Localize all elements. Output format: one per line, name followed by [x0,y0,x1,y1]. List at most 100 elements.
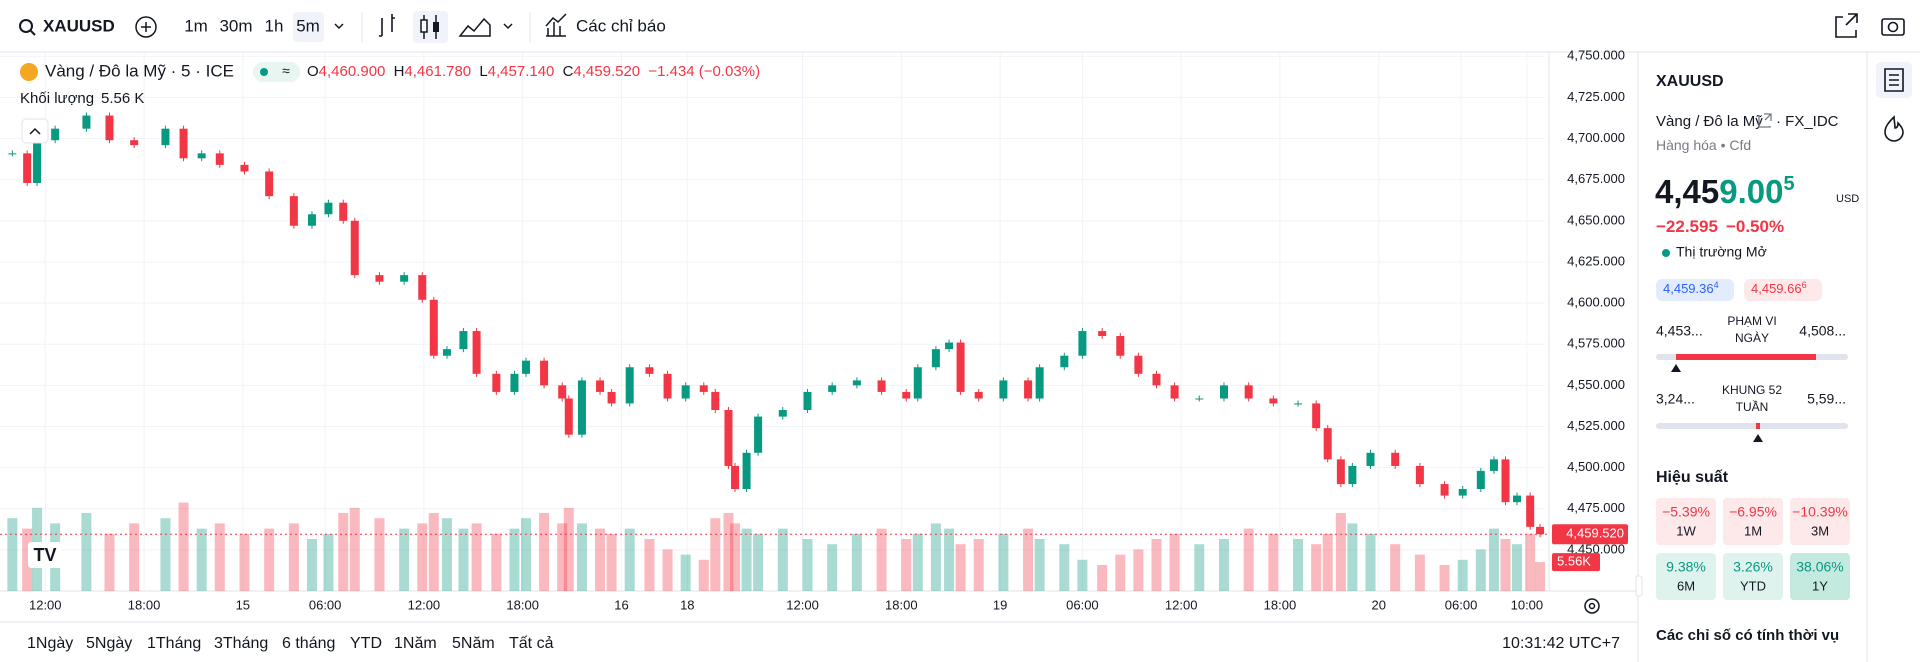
candle-body [1035,367,1044,399]
search[interactable]: XAUUSD [19,16,115,36]
volume-bar [1077,559,1088,591]
range-button[interactable]: YTD [350,635,382,652]
performance-cell[interactable] [1656,553,1716,600]
candle-body [265,171,274,197]
kind: Cfd [1729,137,1751,153]
volume-bar [349,507,360,591]
chart-type-active [413,11,448,43]
volume-bar [196,528,207,591]
volume-bar [338,513,349,591]
candle-body [1348,465,1357,485]
interval[interactable]: 30m [219,16,252,35]
year-range-track [1656,423,1848,429]
category: Hàng hóa [1656,137,1717,153]
y-tick-label: 4,575.000 [1567,336,1625,351]
compare-button[interactable] [135,16,157,38]
candle-body [1366,452,1375,466]
candle-body [999,380,1008,399]
volume-bar [1535,562,1546,591]
range-button[interactable]: 1Ngày [27,635,73,652]
range-button[interactable]: 5Năm [452,635,495,652]
panel-handle[interactable] [1635,575,1643,597]
watchlist-icon[interactable] [1884,68,1904,92]
candle-body [492,373,501,392]
x-tick-label: 18:00 [128,597,161,612]
external-link[interactable] [1758,113,1772,128]
performance-cell[interactable] [1790,553,1850,600]
candle-body [23,153,32,183]
volume-label: Khối lượng [20,90,94,107]
chevron[interactable] [503,23,513,30]
indicators-button[interactable]: Các chỉ báo [576,16,666,35]
volume-bar [1500,539,1511,591]
y-tick-label: 4,500.000 [1567,459,1625,474]
year-high: 5,59... [1807,391,1846,407]
currency: USD [1836,193,1859,205]
area-icon[interactable] [458,17,491,37]
range-button[interactable]: 6 tháng [282,635,335,652]
candle-body [1489,459,1498,471]
candle-body [197,153,206,159]
range-button[interactable]: 1Tháng [147,635,201,652]
settings-icon[interactable] [1584,598,1600,614]
range-button[interactable]: 1Năm [394,635,437,652]
volume-bar [944,528,955,591]
range-button[interactable]: 5Ngày [86,635,132,652]
volume-bar [1335,513,1346,591]
fullscreen-icon[interactable] [1835,13,1858,38]
candle-body [577,380,586,435]
change-pct: −0.50% [1726,217,1784,236]
volume-bar [214,523,225,591]
volume-bar [998,533,1009,591]
performance-cell[interactable] [1723,553,1783,600]
candle-body [1526,495,1535,527]
day-range-fill [1676,354,1816,360]
candle-body [1440,484,1449,496]
symbol[interactable]: XAUUSD [43,16,115,35]
market-toggle[interactable] [253,62,300,82]
performance-cell[interactable] [1656,498,1716,545]
candle-body [1116,335,1125,356]
ohlc-value: 4,461.780 [404,63,471,80]
collapse-button[interactable] [21,118,49,144]
candle-body [558,385,567,399]
volume-bar [1347,523,1358,591]
x-tick-label: 12:00 [29,597,62,612]
interval[interactable]: 1h [265,16,284,35]
volume-bar [680,554,691,591]
range-button[interactable]: Tất cả [509,635,554,652]
seasonal-title: Các chỉ số có tính thời vụ [1656,627,1839,644]
candle-body [33,140,42,183]
y-tick-label: 4,625.000 [1567,253,1625,268]
candle-body [459,331,468,350]
candle-icon [433,22,439,32]
interval[interactable]: 1m [184,16,208,35]
bid-value: 4,459.36 [1663,281,1714,296]
volume-bar [1512,544,1523,591]
volume-bar [1169,533,1180,591]
chevron[interactable] [334,23,344,30]
indicator-icon[interactable] [545,13,567,37]
volume-bar [1218,539,1229,591]
bars-icon[interactable] [379,14,395,37]
year-low: 3,24... [1656,391,1695,407]
volume-bar [441,518,452,591]
x-tick-label: 18 [680,597,694,612]
volume-bar [1268,533,1279,591]
hotlist-icon[interactable] [1884,115,1904,142]
volume-bar [741,528,752,591]
performance-cell[interactable] [1723,498,1783,545]
x-tick-label: 20 [1371,597,1385,612]
volume-bar [288,523,299,591]
interval[interactable]: 5m [296,16,320,35]
volume-bar [955,544,966,591]
category-line: Hàng hóa • Cfd [1656,137,1751,153]
status-dot [1662,249,1670,257]
snapshot-icon[interactable] [1881,18,1905,36]
candle-body [442,349,451,356]
performance-cell[interactable] [1790,498,1850,545]
y-tick-label: 4,675.000 [1567,171,1625,186]
tv-logo: TV [33,545,56,565]
range-button[interactable]: 3Tháng [214,635,268,652]
volume-bar [323,533,334,591]
